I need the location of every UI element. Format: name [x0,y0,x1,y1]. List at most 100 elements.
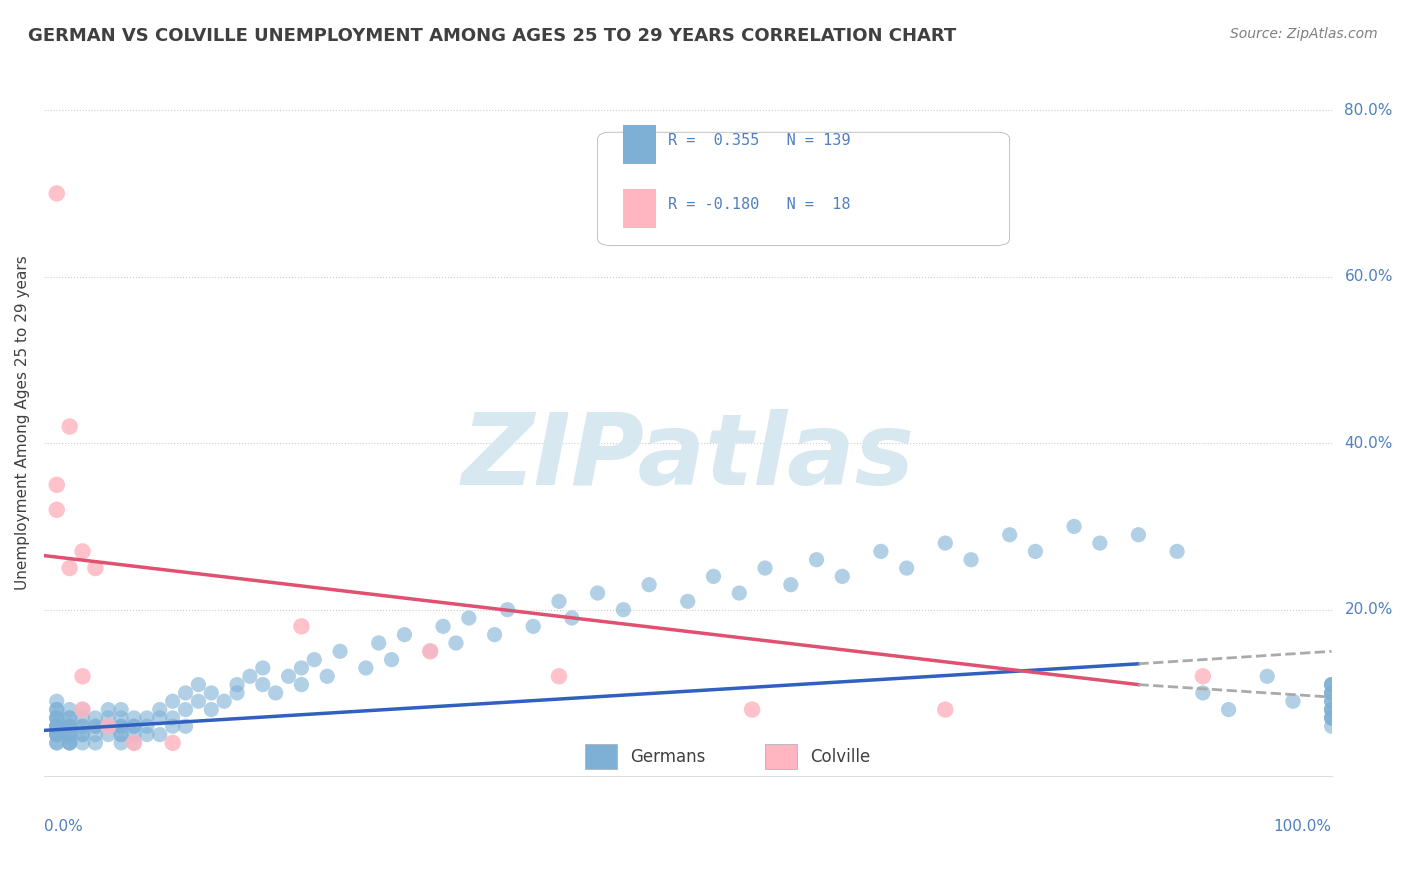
Point [59,727,82,741]
Point [1320,677,1343,691]
Point [998,527,1021,541]
Point [1320,719,1343,733]
Point [354,661,377,675]
Point [290,661,312,675]
Point [122,736,145,750]
Point [1320,686,1343,700]
Point [162,711,184,725]
Point [1191,669,1213,683]
Point [162,694,184,708]
Point [174,719,197,733]
Text: Germans: Germans [630,748,706,766]
Point [59,736,82,750]
Text: 0.0%: 0.0% [44,819,83,834]
Point [1320,694,1343,708]
Point [122,719,145,733]
Point [59,711,82,725]
Point [59,719,82,733]
Point [252,677,274,691]
Point [200,686,222,700]
Point [59,736,82,750]
Point [45,727,67,741]
Point [97,719,120,733]
Point [1166,544,1188,558]
Point [162,736,184,750]
Point [45,711,67,725]
Point [59,719,82,733]
Point [586,586,609,600]
Point [1320,711,1343,725]
Point [84,719,107,733]
Point [84,727,107,741]
Point [149,711,172,725]
Point [252,661,274,675]
Point [72,544,94,558]
Point [1320,711,1343,725]
Point [1191,686,1213,700]
Point [97,711,120,725]
Point [59,419,82,434]
Point [457,611,479,625]
Point [1256,669,1278,683]
Point [45,727,67,741]
Point [72,719,94,733]
Point [484,627,506,641]
Point [122,711,145,725]
Point [277,669,299,683]
Text: 100.0%: 100.0% [1274,819,1331,834]
Point [162,719,184,733]
Point [45,719,67,733]
Point [444,636,467,650]
Point [72,669,94,683]
Point [896,561,918,575]
Point [329,644,352,658]
Point [110,711,132,725]
Point [84,711,107,725]
Point [728,586,751,600]
Text: 40.0%: 40.0% [1344,435,1393,450]
Point [122,727,145,741]
Point [45,736,67,750]
Point [72,702,94,716]
Point [110,736,132,750]
Point [381,652,404,666]
Point [59,719,82,733]
Point [84,736,107,750]
Point [612,602,634,616]
Bar [585,744,617,769]
Point [174,702,197,716]
Point [676,594,699,608]
Point [367,636,389,650]
Text: Colville: Colville [810,748,870,766]
Point [290,619,312,633]
Text: GERMAN VS COLVILLE UNEMPLOYMENT AMONG AGES 25 TO 29 YEARS CORRELATION CHART: GERMAN VS COLVILLE UNEMPLOYMENT AMONG AG… [28,27,956,45]
Point [97,719,120,733]
Point [290,677,312,691]
Point [45,702,67,716]
Point [97,702,120,716]
Text: R =  0.355   N = 139: R = 0.355 N = 139 [668,133,851,148]
Point [304,652,326,666]
Point [45,477,67,491]
Point [135,719,157,733]
Text: ZIPatlas: ZIPatlas [461,409,914,507]
Point [45,736,67,750]
Point [496,602,519,616]
Point [419,644,441,658]
FancyBboxPatch shape [598,132,1010,245]
Point [432,619,454,633]
Point [1218,702,1240,716]
Point [45,727,67,741]
Bar [623,189,655,227]
Point [72,719,94,733]
Point [110,727,132,741]
Point [1088,536,1111,550]
Point [72,702,94,716]
Point [561,611,583,625]
Point [45,711,67,725]
Point [264,686,287,700]
Point [806,552,828,566]
Point [239,669,262,683]
Bar [623,125,655,164]
Point [45,719,67,733]
